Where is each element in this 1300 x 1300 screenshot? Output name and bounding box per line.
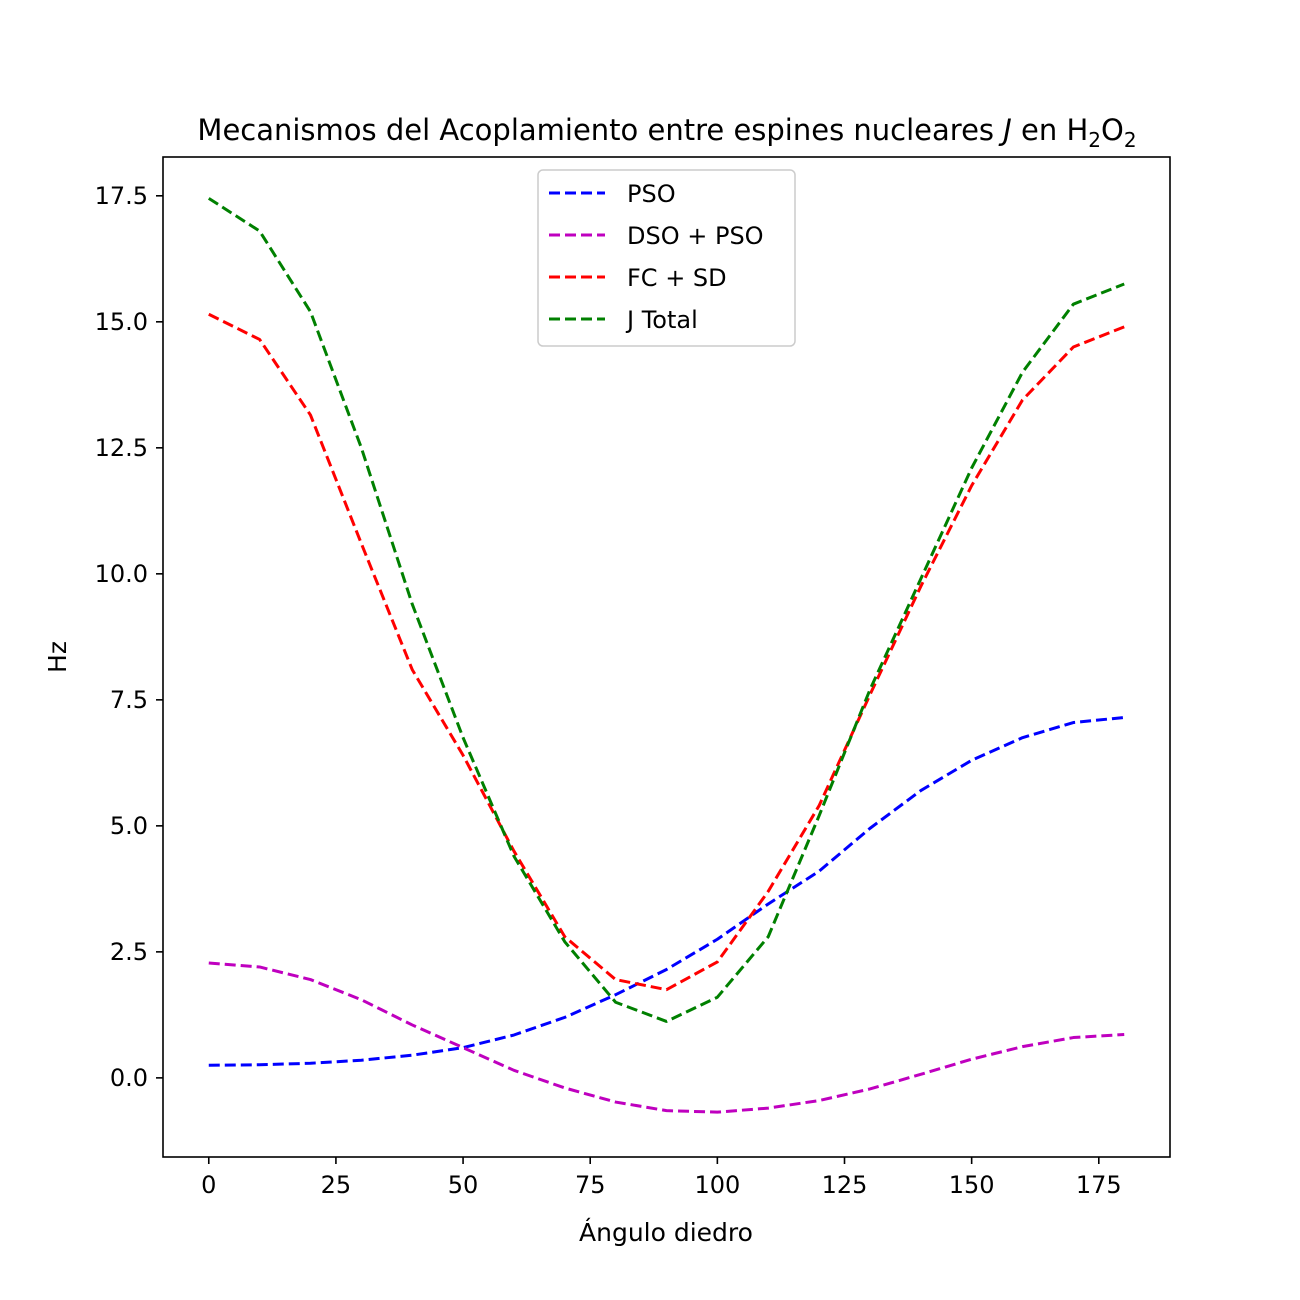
y-tick-label: 5.0 [110,812,148,840]
plot-frame [162,156,1171,1158]
y-tick-label: 2.5 [110,938,148,966]
legend-label: J Total [625,306,698,334]
y-tick-label: 7.5 [110,686,148,714]
series-line-j-total [207,197,1125,1023]
legend-label: FC + SD [627,264,727,292]
x-tick-label: 25 [321,1171,352,1199]
x-tick-label: 150 [949,1171,995,1199]
x-tick-label: 50 [448,1171,479,1199]
y-tick-label: 0.0 [110,1064,148,1092]
y-tick-label: 15.0 [95,308,148,336]
x-tick-label: 75 [575,1171,606,1199]
title-subscript-1: 2 [1088,128,1101,152]
y-tick-label: 17.5 [95,182,148,210]
legend-label: PSO [627,180,676,208]
legend-frame [537,169,796,347]
title-prefix: Mecanismos del Acoplamiento entre espine… [197,113,1003,147]
title-o: O [1101,113,1124,147]
x-tick-label: 175 [1076,1171,1122,1199]
y-tick-label: 10.0 [95,560,148,588]
chart-title: Mecanismos del Acoplamiento entre espine… [197,113,1136,152]
y-axis-label: Hz [43,641,72,673]
x-tick-label: 0 [201,1171,216,1199]
series-line-pso [208,715,1125,1067]
y-tick-label: 12.5 [95,434,148,462]
legend-label: DSO + PSO [627,222,764,250]
x-axis: 0 25 50 75 100 125 150 175 [201,1157,1122,1199]
x-axis-label: Ángulo diedro [579,1218,753,1247]
title-subscript-2: 2 [1124,128,1137,152]
x-tick-label: 125 [822,1171,868,1199]
series-line-dso-pso [208,961,1125,1114]
legend: PSO DSO + PSO FC + SD J Total [537,169,796,347]
title-middle: en H [1012,113,1088,147]
series-line-fc-sd [208,312,1125,992]
y-axis: 0.0 2.5 5.0 7.5 10.0 12.5 15.0 17.5 [95,182,163,1092]
x-tick-label: 100 [694,1171,740,1199]
series-layer [207,197,1125,1114]
